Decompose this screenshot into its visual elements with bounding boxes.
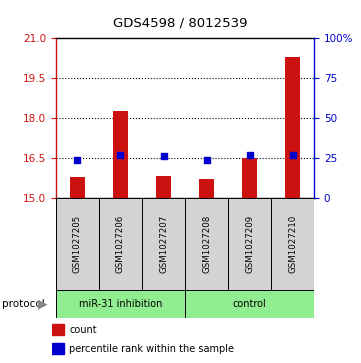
Bar: [113, 111, 128, 198]
Text: control: control: [233, 299, 266, 309]
Text: miR-31 inhibition: miR-31 inhibition: [79, 299, 162, 309]
Bar: [99, 198, 142, 290]
Bar: [242, 158, 257, 198]
Bar: [52, 325, 64, 335]
Bar: [156, 176, 171, 198]
Bar: [142, 198, 185, 290]
Text: GDS4598 / 8012539: GDS4598 / 8012539: [113, 16, 248, 29]
Text: count: count: [69, 325, 97, 335]
Text: protocol: protocol: [2, 299, 44, 309]
Text: GSM1027205: GSM1027205: [73, 215, 82, 273]
Text: GSM1027207: GSM1027207: [159, 215, 168, 273]
Bar: [52, 343, 64, 354]
Bar: [199, 179, 214, 198]
Point: [161, 154, 166, 159]
Point: [118, 152, 123, 158]
Bar: [56, 290, 185, 318]
Text: GSM1027209: GSM1027209: [245, 215, 254, 273]
Bar: [271, 198, 314, 290]
Text: GSM1027206: GSM1027206: [116, 215, 125, 273]
Bar: [185, 198, 228, 290]
Bar: [70, 177, 85, 198]
Text: percentile rank within the sample: percentile rank within the sample: [69, 344, 234, 354]
Text: GSM1027208: GSM1027208: [202, 215, 211, 273]
Bar: [228, 198, 271, 290]
Text: GSM1027210: GSM1027210: [288, 215, 297, 273]
Bar: [185, 290, 314, 318]
Text: ▶: ▶: [38, 298, 47, 310]
Point: [290, 152, 295, 158]
Point: [75, 156, 81, 162]
Bar: [56, 198, 99, 290]
Point: [247, 152, 252, 158]
Bar: [285, 57, 300, 198]
Point: [204, 156, 209, 162]
